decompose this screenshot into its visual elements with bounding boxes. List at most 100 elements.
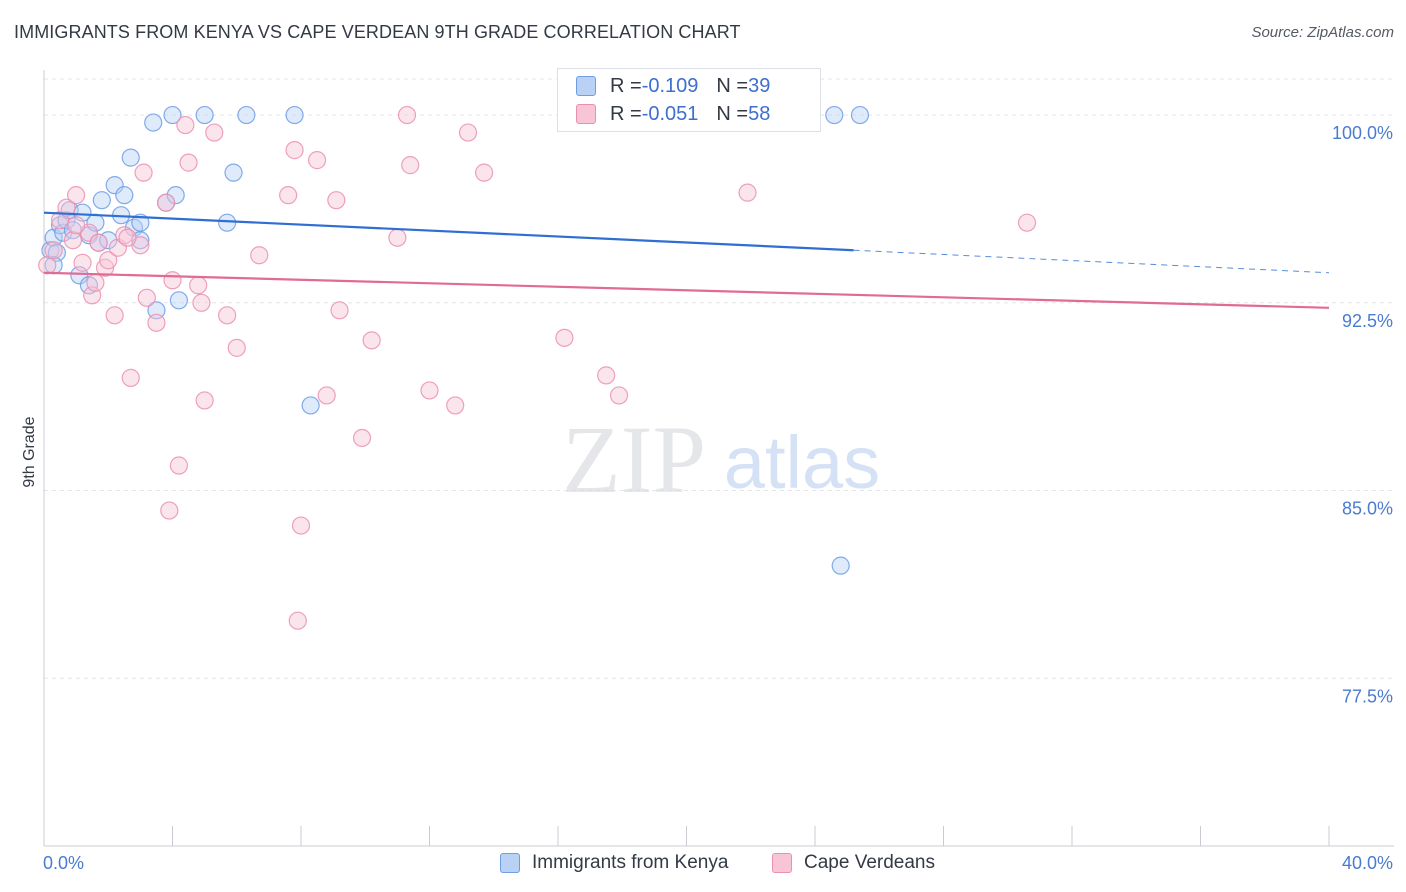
data-point-cape (285, 141, 304, 160)
tick-labels: 100.0% 92.5% 85.0% 77.5% 0.0% 40.0% (43, 123, 1393, 873)
data-point-kenya (195, 105, 214, 125)
x-tick-label: 0.0% (43, 853, 84, 873)
data-point-kenya (224, 163, 243, 182)
data-point-cape (205, 123, 224, 142)
watermark-atlas: atlas (724, 421, 880, 504)
data-point-cape (44, 241, 63, 260)
data-point-cape (105, 306, 124, 325)
x-tick-label: 40.0% (1342, 853, 1393, 873)
data-point-cape (121, 368, 140, 387)
data-point-cape (63, 231, 83, 250)
data-point-kenya (285, 105, 304, 125)
data-point-cape (327, 191, 346, 210)
y-tick-label: 100.0% (1332, 123, 1393, 143)
data-point-cape (115, 226, 134, 245)
series-cape-points (38, 105, 1037, 630)
data-point-cape (192, 293, 211, 312)
data-point-cape (555, 328, 574, 347)
bottom-legend-swatch-cape (772, 853, 792, 873)
data-point-cape (99, 251, 118, 270)
axes (43, 70, 1394, 847)
legend-swatch-cape (576, 104, 596, 124)
y-tick-label: 77.5% (1342, 686, 1393, 706)
legend-swatch-kenya (576, 76, 596, 96)
data-point-kenya (105, 176, 124, 195)
data-point-cape (362, 331, 381, 350)
data-point-cape (189, 276, 208, 295)
data-point-cape (397, 105, 417, 125)
data-point-kenya (169, 291, 189, 310)
data-point-cape (195, 391, 214, 410)
data-point-kenya (166, 186, 185, 205)
data-point-kenya (301, 396, 320, 415)
data-point-cape (227, 338, 246, 357)
grid-lines (44, 78, 1394, 679)
legend-row-cape: R = -0.051 N = 58 (576, 101, 770, 127)
data-point-cape (1017, 213, 1037, 232)
data-point-cape (288, 611, 307, 630)
data-point-kenya (147, 301, 166, 320)
data-point-kenya (121, 148, 140, 167)
data-point-cape (388, 228, 407, 247)
data-point-kenya (218, 213, 237, 232)
y-tick-label: 92.5% (1342, 311, 1393, 331)
data-point-cape (67, 216, 86, 235)
legend-n-label: N = (716, 74, 749, 97)
data-point-kenya (92, 191, 111, 210)
legend-r-value: -0.051 (641, 102, 699, 125)
data-point-cape (279, 186, 298, 205)
data-point-cape (86, 273, 105, 292)
legend-r-label: R = (610, 102, 642, 125)
bottom-legend-label-kenya: Immigrants from Kenya (532, 852, 729, 873)
data-point-cape (609, 386, 629, 405)
data-point-kenya (57, 211, 76, 230)
data-point-kenya (115, 186, 134, 205)
data-point-cape (597, 366, 616, 385)
legend-row-kenya: R = -0.109 N = 39 (576, 73, 770, 99)
trend-lines (43, 211, 1330, 309)
data-point-cape (475, 163, 494, 182)
chart-title: IMMIGRANTS FROM KENYA VS CAPE VERDEAN 9T… (14, 22, 741, 42)
data-point-kenya (163, 105, 182, 125)
legend-n-label: N = (716, 102, 749, 125)
data-point-cape (137, 288, 156, 307)
trend-line-cape (43, 271, 1330, 309)
data-point-cape (156, 193, 176, 212)
data-point-cape (89, 233, 108, 252)
data-point-cape (163, 271, 182, 290)
data-point-cape (67, 186, 86, 205)
chart-source: Source: ZipAtlas.com (1251, 24, 1394, 41)
legend-r-label: R = (610, 74, 642, 97)
data-point-cape (352, 428, 372, 448)
data-point-cape (420, 381, 439, 400)
data-point-kenya (144, 113, 163, 132)
data-point-kenya (825, 105, 844, 125)
legend-n-value: 58 (748, 102, 771, 125)
watermark-zip: ZIP (562, 406, 706, 513)
data-point-cape (160, 501, 179, 520)
data-point-cape (179, 153, 198, 172)
data-point-cape (330, 301, 349, 320)
data-point-kenya (831, 556, 850, 575)
data-point-cape (169, 456, 189, 475)
y-axis-label: 9th Grade (21, 416, 38, 487)
y-tick-label: 85.0% (1342, 499, 1393, 519)
trend-line-kenya-extension (853, 249, 1330, 274)
data-point-cape (118, 228, 137, 247)
bottom-legend-label-cape: Cape Verdeans (804, 852, 935, 873)
data-point-cape (458, 123, 478, 142)
bottom-legend-cape: Cape Verdeans (772, 852, 935, 874)
data-point-cape (291, 516, 311, 535)
data-point-cape (401, 156, 420, 175)
legend-n-value: 39 (748, 74, 771, 97)
bottom-legend-kenya: Immigrants from Kenya (500, 852, 728, 874)
data-point-cape (446, 396, 465, 415)
data-point-cape (176, 115, 195, 135)
data-point-kenya (850, 105, 870, 125)
data-point-cape (250, 246, 269, 265)
data-point-kenya (237, 105, 256, 125)
data-point-cape (73, 253, 92, 272)
trend-line-kenya (43, 211, 854, 252)
data-point-cape (147, 313, 166, 332)
